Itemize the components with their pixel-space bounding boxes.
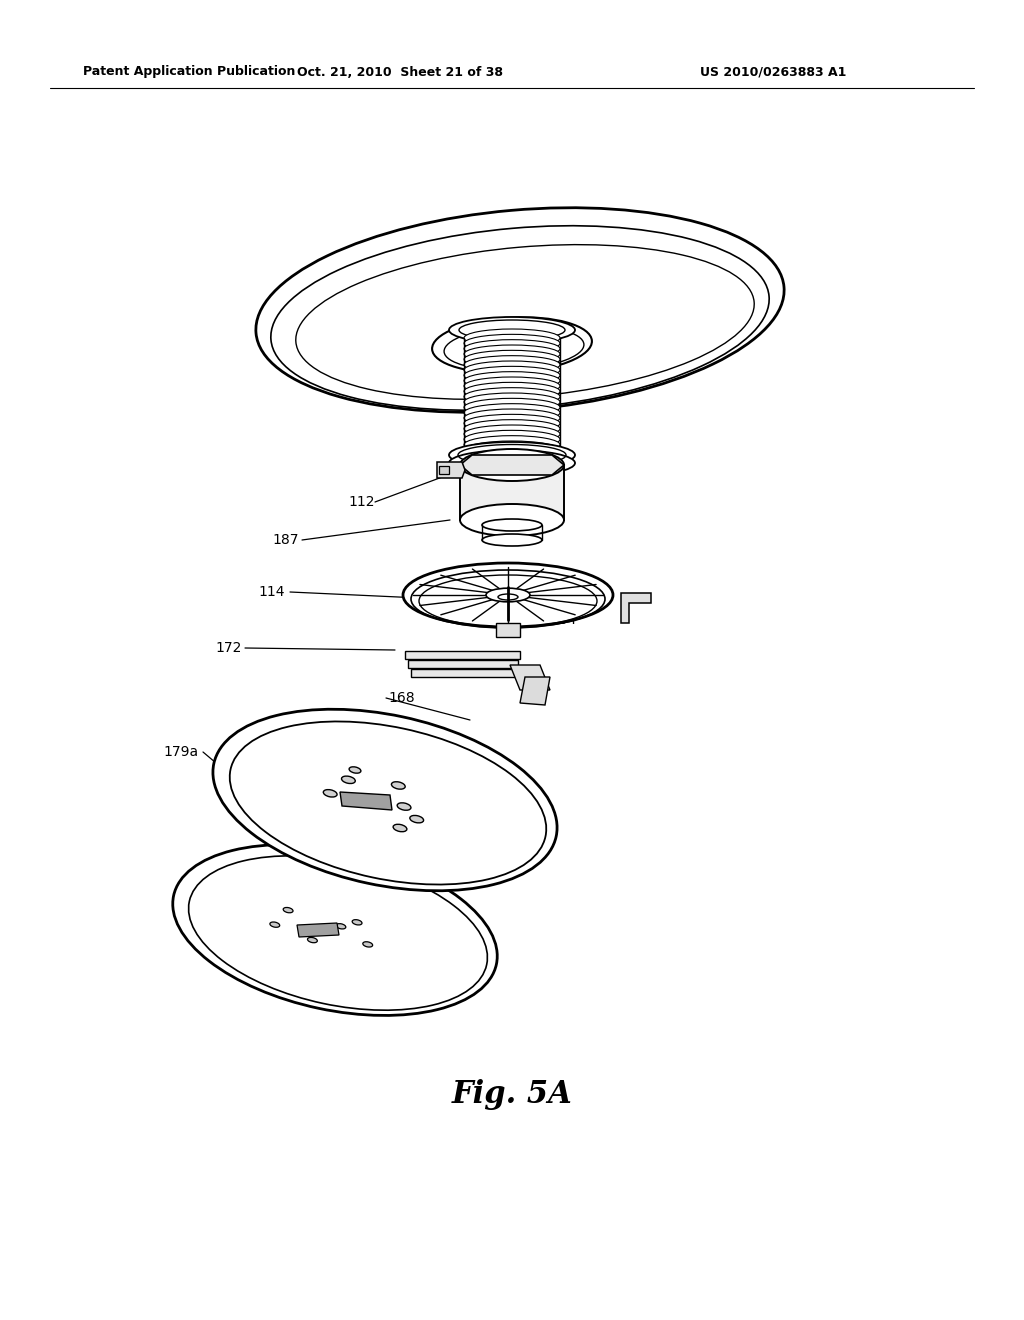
Ellipse shape (464, 339, 560, 358)
Ellipse shape (464, 436, 560, 454)
Text: Oct. 21, 2010  Sheet 21 of 38: Oct. 21, 2010 Sheet 21 of 38 (297, 66, 503, 78)
Polygon shape (408, 660, 518, 668)
Polygon shape (510, 665, 550, 690)
Text: 168: 168 (388, 690, 415, 705)
Text: 176: 176 (328, 898, 354, 912)
Ellipse shape (352, 920, 362, 925)
Ellipse shape (460, 504, 564, 536)
Ellipse shape (464, 425, 560, 444)
Polygon shape (297, 923, 339, 937)
Ellipse shape (342, 776, 355, 784)
Text: 164: 164 (468, 661, 495, 675)
Ellipse shape (464, 409, 560, 426)
Ellipse shape (464, 345, 560, 363)
Text: Patent Application Publication: Patent Application Publication (83, 66, 295, 78)
Ellipse shape (270, 921, 280, 927)
Ellipse shape (482, 535, 542, 546)
Text: 178b: 178b (355, 871, 390, 884)
Ellipse shape (460, 449, 564, 480)
Polygon shape (621, 593, 651, 623)
Ellipse shape (464, 420, 560, 438)
Ellipse shape (284, 907, 293, 912)
Polygon shape (460, 465, 564, 520)
Ellipse shape (449, 450, 575, 477)
Polygon shape (439, 466, 449, 474)
Ellipse shape (336, 924, 346, 929)
Ellipse shape (256, 207, 784, 412)
Ellipse shape (464, 334, 560, 352)
Text: 179a: 179a (163, 744, 198, 759)
Ellipse shape (464, 430, 560, 449)
Ellipse shape (449, 317, 575, 343)
Text: 112: 112 (348, 495, 375, 510)
Text: 154: 154 (550, 612, 577, 627)
Polygon shape (340, 792, 392, 810)
Polygon shape (411, 669, 516, 677)
Ellipse shape (464, 372, 560, 389)
Text: 174: 174 (368, 793, 394, 807)
Ellipse shape (432, 317, 592, 372)
Ellipse shape (464, 441, 560, 459)
Ellipse shape (498, 594, 518, 601)
Polygon shape (437, 462, 465, 478)
Polygon shape (460, 455, 564, 475)
Text: 178a: 178a (390, 768, 425, 781)
Ellipse shape (410, 816, 424, 822)
Polygon shape (406, 651, 520, 659)
Text: 187: 187 (272, 533, 299, 546)
Text: Fig. 5A: Fig. 5A (452, 1080, 572, 1110)
Ellipse shape (464, 414, 560, 433)
Ellipse shape (362, 941, 373, 946)
Polygon shape (496, 623, 520, 638)
Ellipse shape (482, 519, 542, 531)
Ellipse shape (324, 789, 337, 797)
Ellipse shape (403, 564, 613, 627)
Ellipse shape (397, 803, 411, 810)
Ellipse shape (449, 442, 575, 469)
Text: 114: 114 (258, 585, 285, 599)
Ellipse shape (464, 388, 560, 405)
Ellipse shape (464, 350, 560, 368)
Ellipse shape (464, 355, 560, 374)
Ellipse shape (393, 824, 407, 832)
Ellipse shape (464, 393, 560, 411)
Text: US 2010/0263883 A1: US 2010/0263883 A1 (700, 66, 847, 78)
Ellipse shape (307, 937, 317, 942)
Ellipse shape (464, 360, 560, 379)
Ellipse shape (486, 589, 530, 602)
Text: 172: 172 (215, 642, 242, 655)
Ellipse shape (464, 404, 560, 421)
Ellipse shape (173, 845, 498, 1015)
Ellipse shape (464, 383, 560, 400)
Polygon shape (520, 677, 550, 705)
Ellipse shape (391, 781, 406, 789)
Ellipse shape (464, 399, 560, 416)
Ellipse shape (349, 767, 360, 774)
Ellipse shape (213, 709, 557, 891)
Ellipse shape (464, 378, 560, 395)
Ellipse shape (464, 367, 560, 384)
Ellipse shape (464, 329, 560, 347)
